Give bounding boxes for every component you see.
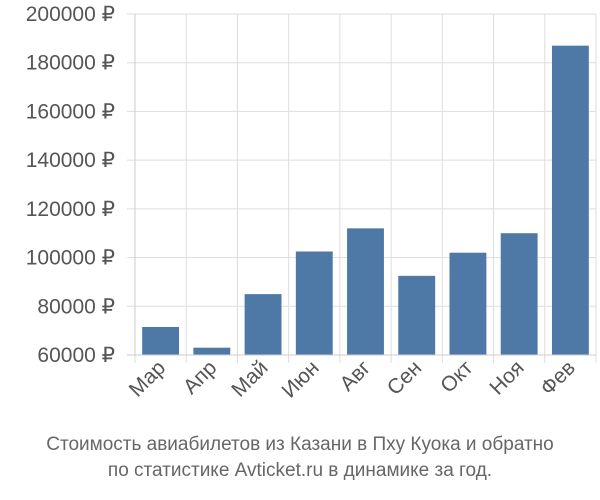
bar [193,347,231,355]
y-tick-label: 60000 ₽ [37,344,115,367]
x-tick-label: Ноя [485,356,528,399]
bar [500,233,538,355]
x-tick-label: Сен [383,356,426,399]
bars [142,45,589,356]
bar [244,294,282,355]
x-tick-label: Авг [336,356,376,396]
y-tick-label: 140000 ₽ [26,149,115,172]
bar [551,45,589,356]
x-tick-label: Май [227,356,272,401]
bar [347,228,384,355]
bar [398,275,436,355]
y-tick-label: 100000 ₽ [26,247,115,270]
y-tick-label: 80000 ₽ [37,295,115,318]
y-tick-label: 200000 ₽ [26,3,115,26]
bar [295,251,333,355]
x-tick-label: Фев [536,356,580,400]
y-tick-label: 180000 ₽ [26,52,115,75]
x-tick-label: Апр [179,356,221,398]
y-tick-label: 120000 ₽ [26,198,115,221]
x-tick-labels: Мар Апр Май Июн Авг Сен Окт Ноя Фев [125,356,580,403]
y-tick-labels: 60000 ₽ 80000 ₽ 100000 ₽ 120000 ₽ 140000 ₽ 16… [26,3,115,367]
chart-caption-line-1: Стоимость авиабилетов из Казани в Пху Ку… [46,434,554,455]
x-tick-label: Июн [278,356,324,402]
x-tick-label: Мар [125,356,170,401]
y-tick-label: 160000 ₽ [26,100,115,123]
grid-lines [127,13,597,363]
bar [449,252,487,355]
chart-caption-line-2: по статистике Avticket.ru в динамике за … [107,460,493,481]
axes [127,14,596,356]
bar [142,326,180,355]
